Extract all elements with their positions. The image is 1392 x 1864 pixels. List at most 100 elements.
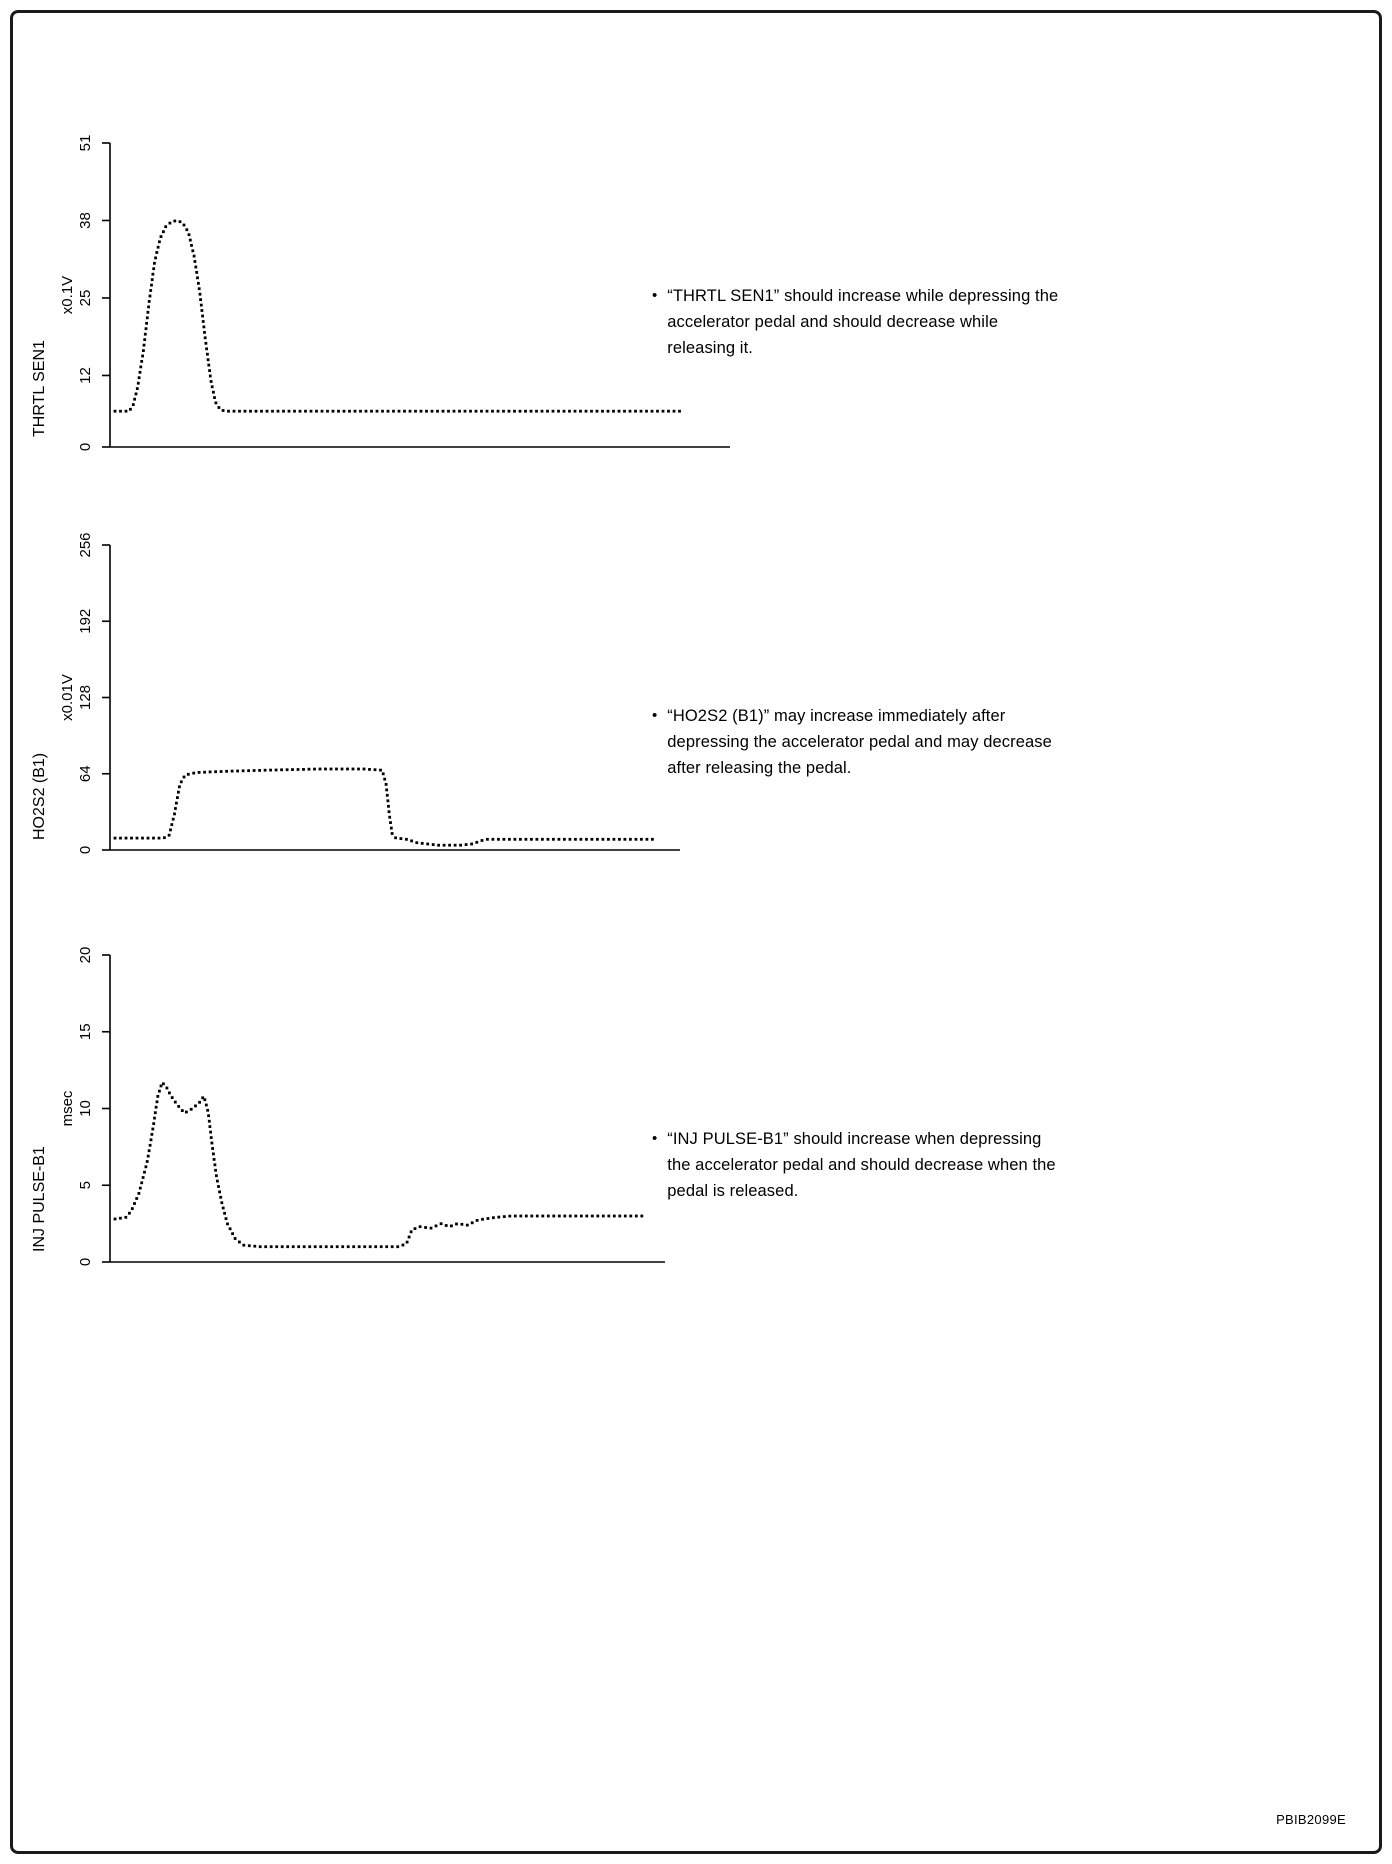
trace-dot	[207, 1114, 210, 1118]
trace-dot	[584, 409, 588, 413]
trace-dot	[634, 837, 638, 841]
trace-dot	[352, 1245, 356, 1249]
trace-dot	[213, 396, 216, 399]
trace-dot	[557, 1214, 561, 1218]
trace-dot	[546, 1214, 550, 1218]
trace-dot	[373, 768, 377, 772]
trace-dot	[436, 409, 439, 413]
trace-dot	[162, 230, 165, 234]
trace-dot	[437, 843, 440, 847]
trace-dot	[206, 352, 209, 356]
trace-dot	[144, 327, 148, 331]
tick-label: 20	[77, 947, 94, 964]
trace-dot	[150, 1133, 154, 1136]
trace-dot	[214, 1168, 217, 1172]
trace-dot	[453, 843, 457, 847]
trace-dot	[201, 320, 205, 323]
trace-dot	[447, 409, 450, 413]
trace-dot	[223, 1211, 226, 1215]
trace-dot	[420, 842, 424, 845]
trace-dot	[513, 1214, 517, 1218]
trace-dot	[274, 768, 278, 772]
trace-dot	[212, 1158, 216, 1161]
trace-dot	[130, 836, 133, 840]
trace-dot	[203, 336, 207, 340]
trace-dot	[177, 1105, 181, 1108]
trace-dot	[149, 289, 153, 292]
trace-dot	[219, 770, 223, 773]
note-text-inj-pulse-b1: “INJ PULSE-B1” should increase when depr…	[667, 1130, 1056, 1200]
trace-dot	[661, 409, 665, 413]
trace-dot	[379, 1245, 383, 1249]
trace-dot	[568, 837, 572, 841]
trace-dot	[287, 409, 291, 413]
trace-dot	[124, 1215, 128, 1219]
trace-dot	[340, 767, 344, 771]
trace-dot	[335, 767, 338, 771]
trace-dot	[145, 1160, 149, 1163]
trace-dot	[241, 769, 245, 773]
trace-dot	[394, 836, 397, 840]
trace-dot	[568, 409, 571, 413]
trace-dot	[224, 1217, 228, 1220]
trace-dot	[232, 409, 236, 413]
data-trace	[113, 1082, 644, 1249]
trace-dot	[426, 842, 430, 846]
trace-dot	[574, 1214, 578, 1218]
trace-dot	[502, 409, 505, 413]
trace-dot	[540, 409, 544, 413]
trace-dot	[519, 837, 522, 841]
trace-dot	[486, 837, 489, 841]
trace-dot	[579, 1214, 583, 1218]
trace-dot	[170, 1096, 174, 1099]
trace-dot	[155, 1100, 159, 1104]
trace-dot	[199, 303, 203, 307]
tick-label: 0	[77, 443, 94, 451]
trace-dot	[154, 1105, 158, 1109]
trace-dot	[197, 281, 200, 285]
trace-dot	[149, 1138, 153, 1142]
trace-dot	[425, 409, 428, 413]
data-trace	[113, 767, 654, 847]
trace-dot	[318, 767, 322, 771]
trace-dot	[217, 1185, 220, 1188]
trace-dot	[145, 321, 148, 325]
tick-label: 256	[77, 532, 94, 557]
trace-dot	[502, 1215, 506, 1218]
trace-dot	[381, 409, 384, 413]
trace-dot	[143, 1170, 146, 1174]
trace-dot	[143, 338, 147, 341]
trace-dot	[174, 807, 177, 810]
trace-dot	[650, 409, 654, 413]
trace-dot	[585, 1214, 589, 1218]
trace-dot	[217, 406, 221, 409]
trace-dot	[557, 409, 560, 413]
trace-dot	[168, 221, 172, 225]
trace-dot	[429, 1226, 433, 1230]
trace-dot	[596, 1214, 600, 1218]
trace-dot	[141, 836, 144, 840]
trace-dot	[145, 316, 149, 320]
trace-dot	[302, 1245, 306, 1249]
trace-dot	[269, 1245, 273, 1249]
trace-dot	[128, 1211, 131, 1215]
trace-dot	[470, 1221, 474, 1225]
trace-dot	[535, 409, 538, 413]
trace-dot	[202, 325, 206, 329]
trace-dot	[629, 837, 632, 841]
trace-dot	[496, 409, 500, 413]
trace-dot	[113, 409, 117, 413]
trace-dot	[131, 403, 135, 406]
trace-dot	[409, 1230, 413, 1234]
trace-dot	[667, 409, 670, 413]
trace-dot	[399, 837, 403, 840]
trace-dot	[601, 837, 605, 841]
trace-dot	[546, 409, 549, 413]
trace-dot	[147, 305, 150, 309]
trace-dot	[133, 397, 136, 401]
trace-dot	[208, 770, 212, 774]
bullet-marker: •	[652, 287, 658, 304]
trace-dot	[153, 1116, 156, 1120]
trace-dot	[562, 409, 566, 413]
trace-dot	[628, 409, 632, 413]
